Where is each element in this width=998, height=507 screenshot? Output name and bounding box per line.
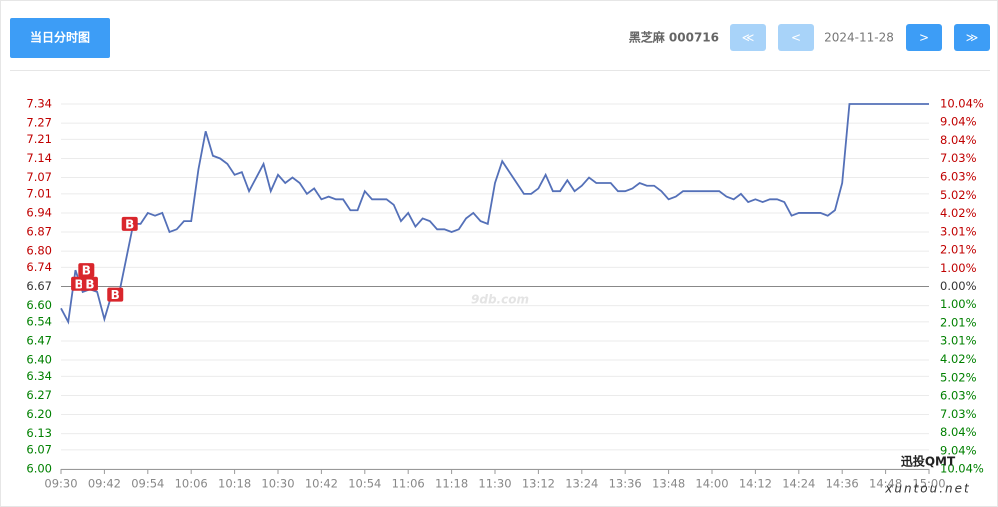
plot: 7.34 7.27 7.21 7.14 7.07 7.01 6.94 6.87 6.80 6.74… <box>26 97 984 491</box>
y2-tick-label: 3.01% <box>940 334 977 348</box>
stock-name: 黑芝麻 000716 <box>629 30 719 45</box>
x-tick-label: 10:30 <box>261 477 294 491</box>
y2-tick-label: 6.03% <box>940 169 977 183</box>
y-tick-label: 7.21 <box>26 132 52 146</box>
price-line <box>60 103 929 325</box>
buy-marker <box>78 263 95 278</box>
x-tick-label: 09:42 <box>88 477 121 491</box>
x-tick-label: 14:12 <box>739 477 772 491</box>
y-tick-label: 6.34 <box>26 369 52 383</box>
y2-tick-label: 6.03% <box>940 389 977 403</box>
buy-marker-label: B <box>85 277 94 291</box>
y2-tick-label: 9.04% <box>940 443 977 457</box>
y-tick-label: 7.01 <box>26 186 52 200</box>
buy-marker <box>107 287 124 302</box>
tab[interactable] <box>10 18 110 58</box>
y-tick-label: 6.94 <box>26 205 52 219</box>
date: 2024-11-28 <box>824 31 894 45</box>
corner-watermark-site: xuntou.net <box>884 482 970 496</box>
y-tick-label: 6.13 <box>26 426 52 440</box>
y-tick-label: 6.74 <box>26 260 52 274</box>
y-tick-label: 7.07 <box>26 170 52 184</box>
buy-marker <box>121 216 138 231</box>
last-button[interactable] <box>954 24 990 51</box>
y2-tick-label: 3.01% <box>940 224 977 238</box>
y2-tick-label: 4.02% <box>940 206 977 220</box>
y-tick-label: 6.20 <box>26 407 52 421</box>
y2-tick-label: 2.01% <box>940 316 977 330</box>
corner-watermark: 迅投QMT <box>901 454 956 469</box>
x-tick-label: 10:06 <box>175 477 208 491</box>
last-label[interactable]: ≫ <box>966 31 979 45</box>
y-tick-label: 7.14 <box>26 151 52 165</box>
x-tick-label: 13:48 <box>652 477 685 491</box>
y2-tick-label: 7.03% <box>940 407 977 421</box>
buy-marker-label: B <box>82 264 91 278</box>
y-tick-label: 7.34 <box>26 97 52 111</box>
x-tick-label: 13:24 <box>565 477 598 491</box>
x-tick-label: 14:24 <box>782 477 815 491</box>
prev-label[interactable]: < <box>791 31 801 45</box>
y2-tick-label: 7.03% <box>940 151 977 165</box>
x-tick-label: 14:00 <box>695 477 728 491</box>
y-tick-label: 6.60 <box>26 298 52 312</box>
first-label[interactable]: ≪ <box>742 31 755 45</box>
y-tick-label: 6.27 <box>26 388 52 402</box>
next-button[interactable] <box>906 24 942 51</box>
y2-tick-label: 2.01% <box>940 242 977 256</box>
y2-tick-label: 8.04% <box>940 425 977 439</box>
y2-tick-label: 4.02% <box>940 352 977 366</box>
y-tick-label: 6.07 <box>26 442 52 456</box>
y2-tick-label: 5.02% <box>940 370 977 384</box>
y-tick-label: 7.27 <box>26 116 52 130</box>
x-tick-label: 09:54 <box>131 477 164 491</box>
y2-tick-label: 10.04% <box>940 97 984 111</box>
y2-tick-label: 1.00% <box>940 261 977 275</box>
x-tick-label: 11:18 <box>435 477 468 491</box>
x-tick-label: 10:54 <box>348 477 381 491</box>
buy-marker-label: B <box>111 288 120 302</box>
watermark: 9db.com <box>471 293 529 307</box>
prev-button[interactable] <box>778 24 814 51</box>
x-tick-label: 14:48 <box>869 477 902 491</box>
y-tick-label: 6.80 <box>26 244 52 258</box>
y2-tick-label: 5.02% <box>940 188 977 202</box>
buy-marker <box>81 276 98 291</box>
y-tick-label: 6.00 <box>26 462 52 476</box>
y-tick-label: 6.40 <box>26 353 52 367</box>
y2-tick-label: 1.00% <box>940 297 977 311</box>
y2-tick-label: 8.04% <box>940 133 977 147</box>
y-tick-label: 6.87 <box>26 225 52 239</box>
y2-tick-label: 0.00% <box>940 279 977 293</box>
x-tick-label: 13:36 <box>609 477 642 491</box>
x-tick-label: 11:30 <box>478 477 511 491</box>
x-tick-label: 10:18 <box>218 477 251 491</box>
y2-tick-label: 9.04% <box>940 115 977 129</box>
y-tick-label: 6.67 <box>26 279 52 293</box>
x-tick-label: 13:12 <box>522 477 555 491</box>
first-button[interactable] <box>730 24 766 51</box>
next-label[interactable]: > <box>919 31 929 45</box>
x-tick-label: 11:06 <box>392 477 425 491</box>
x-tick-label: 09:30 <box>44 477 77 491</box>
x-tick-label: 10:42 <box>305 477 338 491</box>
x-tick-label: 14:36 <box>826 477 859 491</box>
buy-marker-label: B <box>75 277 84 291</box>
y-tick-label: 6.54 <box>26 314 52 328</box>
tab-label[interactable]: 当日分时图 <box>30 30 90 45</box>
x-tick-label: 15:00 <box>912 477 945 491</box>
y2-tick-label: 10.04% <box>940 462 984 476</box>
buy-marker-label: B <box>125 217 134 231</box>
y-tick-label: 6.47 <box>26 333 52 347</box>
